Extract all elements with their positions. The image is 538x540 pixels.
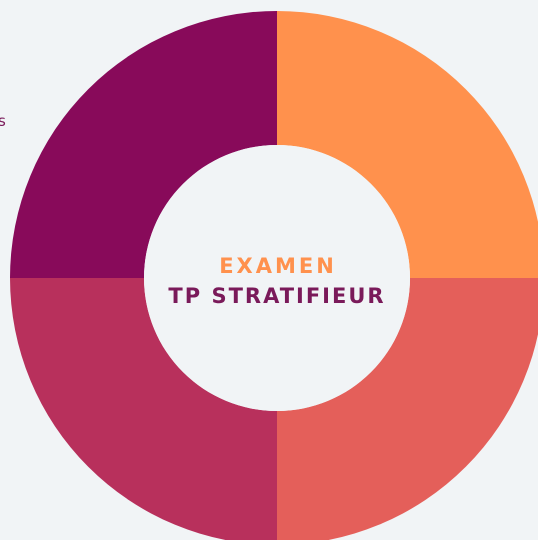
- center-subtitle: TP STRATIFIEUR: [168, 284, 385, 308]
- ring-segment: [277, 11, 538, 278]
- text-fragment: s: [0, 112, 6, 130]
- ring-segment: [277, 278, 538, 540]
- ring-segment: [10, 278, 277, 540]
- ring-hole: [144, 145, 410, 411]
- ring-segment: [10, 11, 277, 278]
- center-title: EXAMEN: [219, 254, 337, 278]
